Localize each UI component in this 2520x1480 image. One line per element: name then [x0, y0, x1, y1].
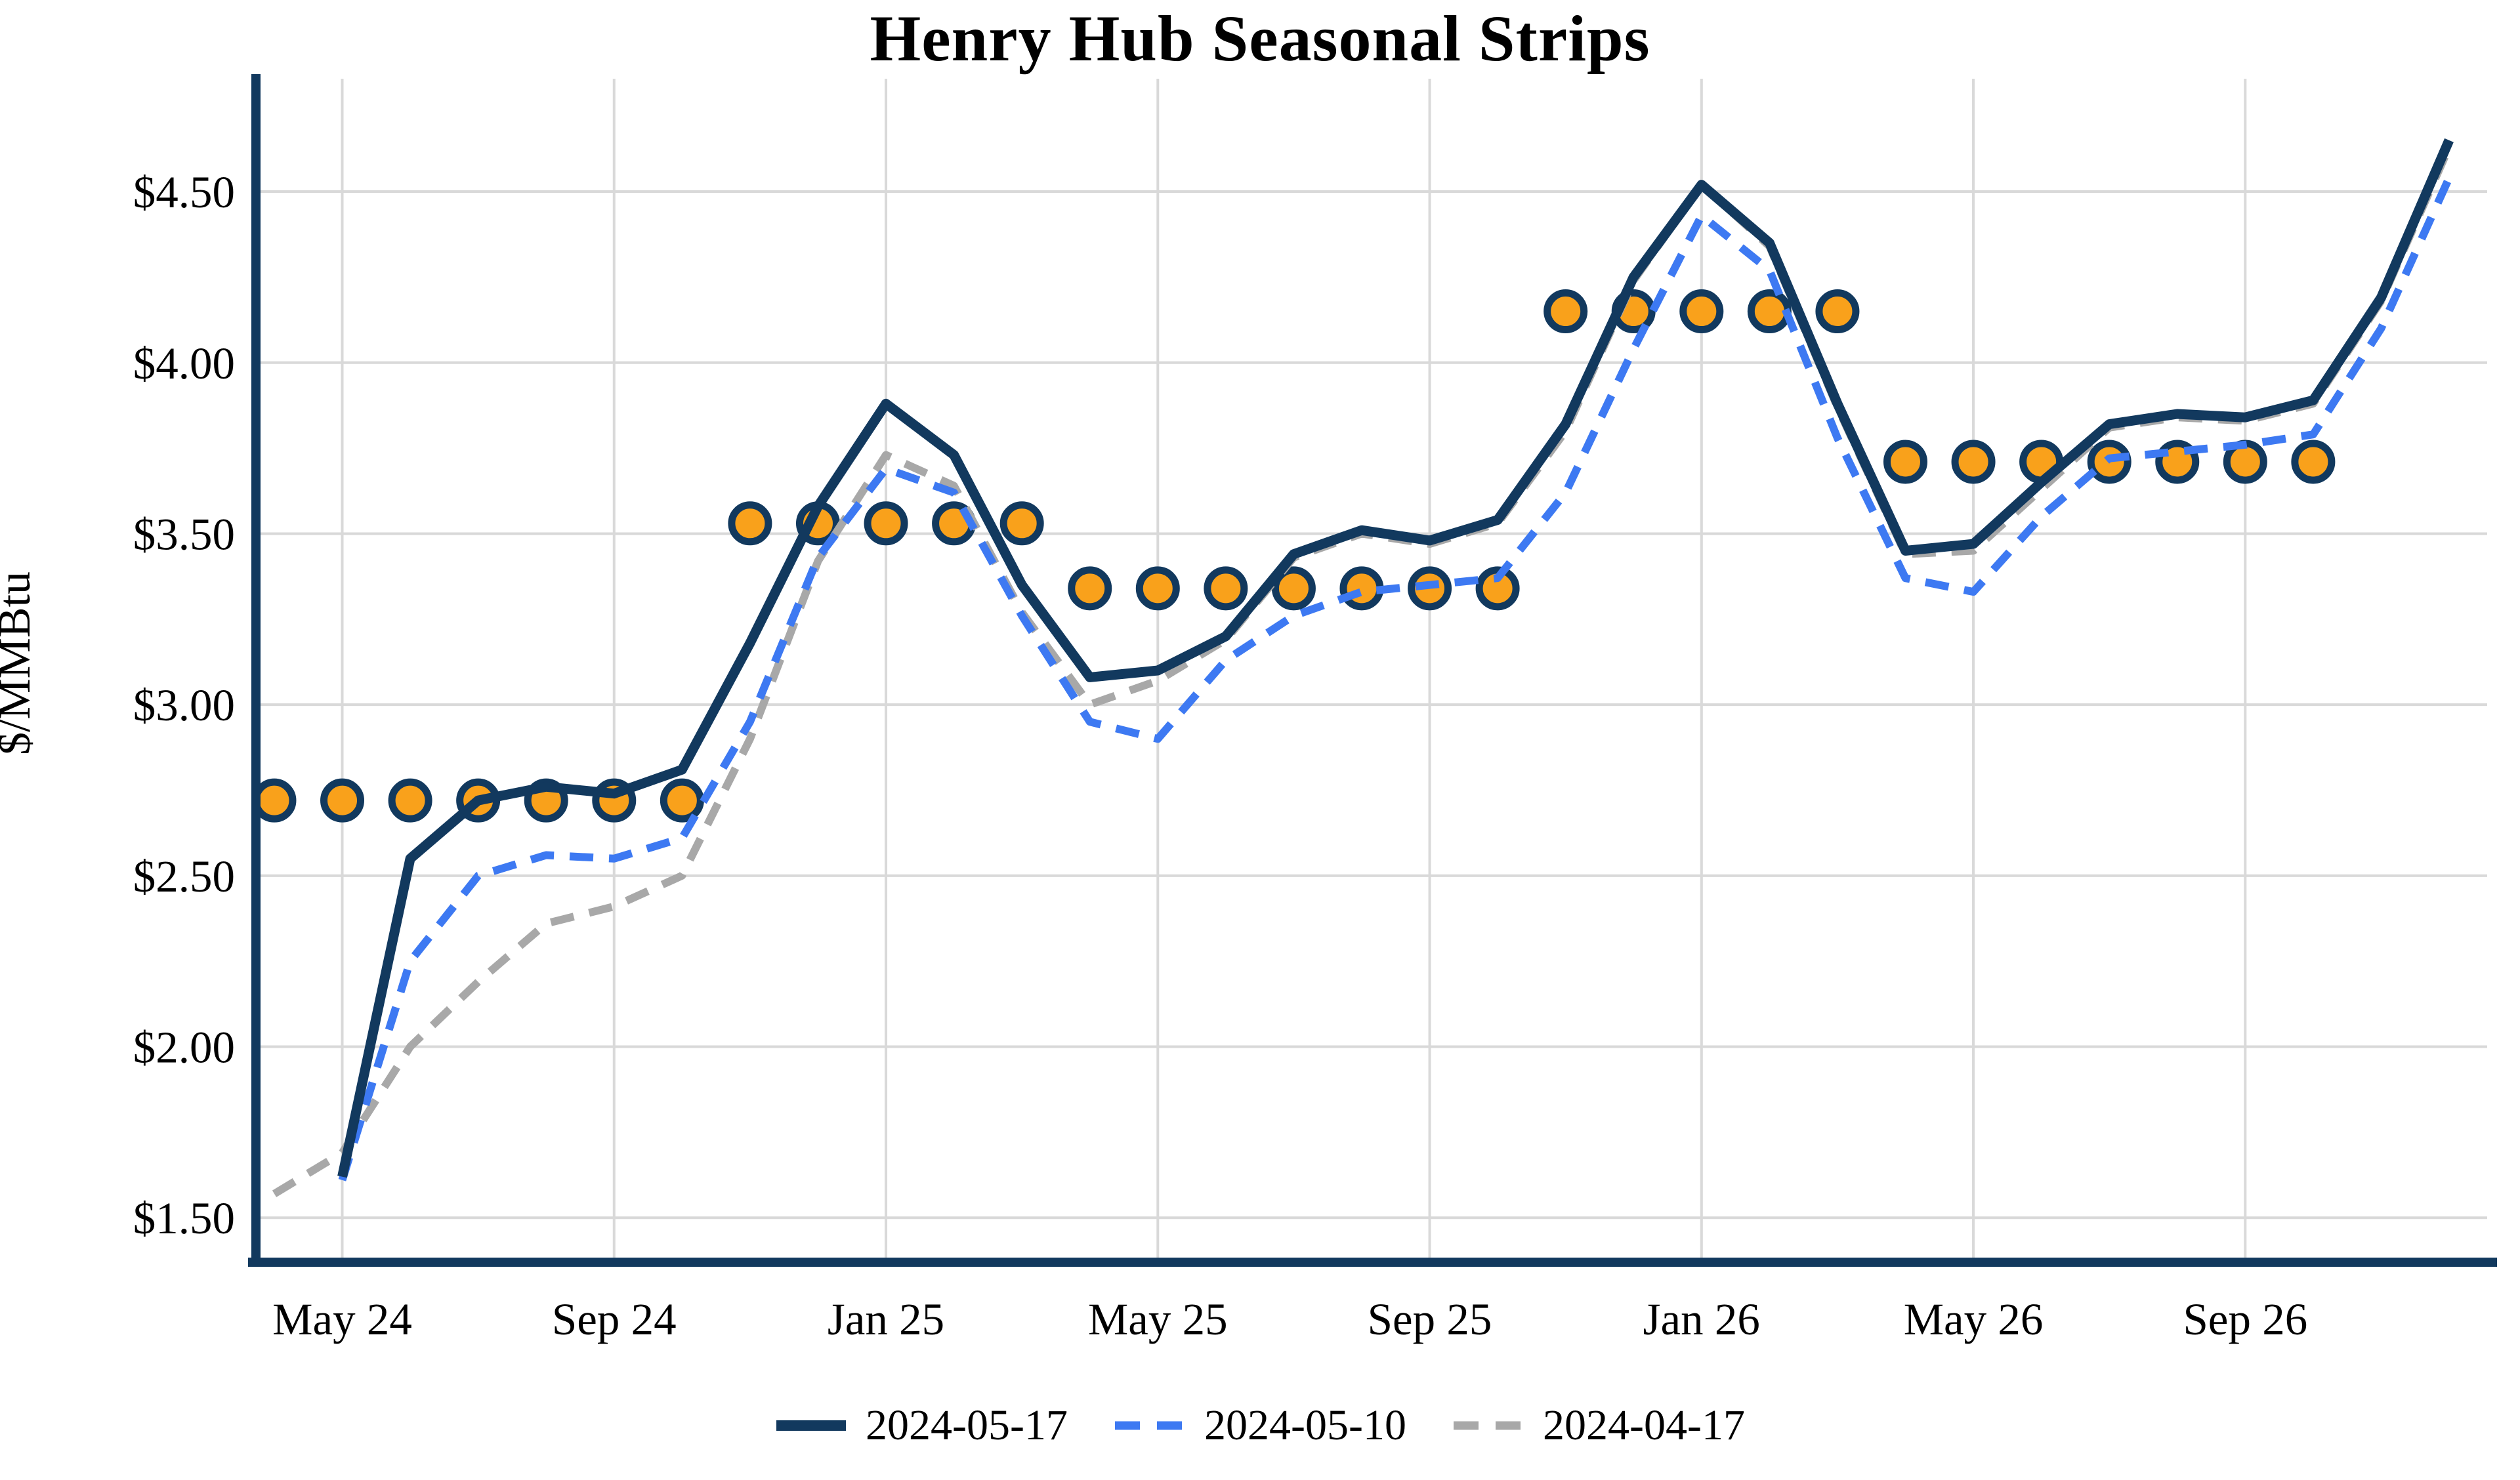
y-tick-label: $3.00 [133, 680, 235, 730]
summer-2024-strip-marker [388, 778, 432, 823]
legend-swatch-dashed-line [1115, 1421, 1185, 1430]
legend-label: 2024-04-17 [1542, 1401, 1745, 1449]
legend-item-2024-04-17: 2024-04-17 [1452, 1401, 1745, 1450]
summer-2026-strip-marker [1951, 440, 1996, 484]
x-tick-label: Jan 26 [1643, 1294, 1760, 1344]
summer-2025-strip-marker [1204, 566, 1248, 611]
legend-swatch-solid-line [776, 1420, 847, 1431]
summer-2024-strip-marker [660, 778, 704, 823]
chart-title: Henry Hub Seasonal Strips [870, 2, 1650, 75]
chart-legend: 2024-05-17 2024-05-10 2024-04-17 [0, 1383, 2520, 1468]
y-tick-label: $1.50 [133, 1193, 235, 1243]
x-tick-label: Sep 24 [552, 1294, 677, 1344]
winter-2024-25-strip-marker [728, 501, 772, 546]
series-line-2024-04-17 [272, 145, 2453, 1197]
winter-2024-25-strip-marker [864, 501, 908, 546]
y-tick-label: $3.50 [133, 509, 235, 559]
winter-2025-26-strip-marker [1815, 289, 1860, 334]
x-tick-label: May 24 [272, 1294, 412, 1344]
x-tick-label: Sep 25 [1368, 1294, 1492, 1344]
series-line-2024-05-17 [337, 138, 2454, 1178]
series-lines [272, 138, 2454, 1197]
winter-2025-26-strip-marker [1679, 289, 1724, 334]
legend-item-2024-05-10: 2024-05-10 [1114, 1401, 1406, 1450]
x-tick-label: Sep 26 [2183, 1294, 2307, 1344]
tick-labels: $4.50 $4.00 $3.50 $3.00 $2.50 $2.00 $1.50 May 2… [133, 167, 2307, 1344]
x-tick-label: Jan 25 [828, 1294, 944, 1344]
axis-spines [248, 74, 2497, 1267]
legend-swatch-dashed-line [1453, 1421, 1523, 1430]
summer-2025-strip-marker [1135, 566, 1180, 611]
series-line-2024-05-10 [338, 176, 2453, 1182]
summer-2025-strip-marker [1068, 566, 1112, 611]
legend-label: 2024-05-10 [1204, 1401, 1406, 1449]
x-tick-label: May 26 [1904, 1294, 2044, 1344]
seasonal-strip-markers [252, 289, 2336, 823]
summer-2026-strip-marker [2291, 440, 2336, 484]
legend-item-2024-05-17: 2024-05-17 [775, 1401, 1068, 1450]
y-tick-label: $4.50 [133, 167, 235, 217]
y-tick-label: $2.50 [133, 852, 235, 901]
summer-2024-strip-marker [252, 778, 297, 823]
y-tick-label: $4.00 [133, 339, 235, 388]
winter-2024-25-strip-marker [999, 501, 1044, 546]
summer-2025-strip-marker [1475, 566, 1520, 611]
summer-2025-strip-marker [1339, 566, 1384, 611]
summer-2024-strip-marker [320, 778, 365, 823]
summer-2026-strip-marker [1883, 440, 1927, 484]
gridlines [256, 79, 2487, 1262]
legend-label: 2024-05-17 [866, 1401, 1068, 1449]
winter-2025-26-strip-marker [1544, 289, 1588, 334]
summer-2025-strip-marker [1271, 566, 1316, 611]
y-tick-label: $2.00 [133, 1023, 235, 1073]
x-tick-label: May 25 [1088, 1294, 1228, 1344]
